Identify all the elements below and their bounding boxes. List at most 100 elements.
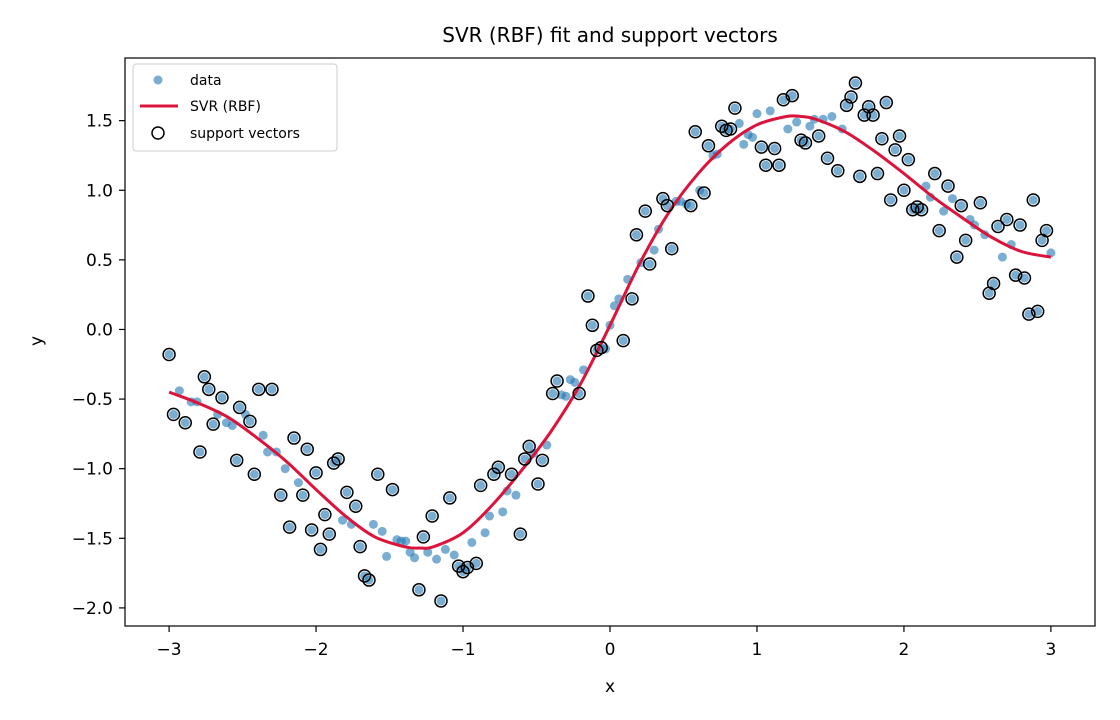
support-vector-25 (331, 452, 345, 466)
data-point-11 (217, 393, 227, 403)
data-point-90 (570, 377, 580, 387)
data-point-59 (432, 554, 442, 564)
data-point-137 (778, 95, 788, 105)
data-point-55 (414, 585, 424, 595)
support-vector-31 (371, 467, 385, 482)
support-vector-1 (166, 407, 181, 422)
data-point-147 (823, 153, 833, 163)
support-vector-21 (313, 542, 328, 557)
support-vector-94 (879, 95, 894, 110)
data-point-133 (761, 160, 771, 170)
data-point-120 (703, 141, 713, 151)
support-vector-30 (362, 573, 376, 587)
data-point-117 (690, 127, 700, 137)
support-vector-20 (309, 466, 323, 480)
support-vector-74 (754, 140, 769, 154)
data-point-24 (276, 490, 286, 500)
data-point-52 (401, 536, 411, 546)
support-vector-114 (1008, 268, 1023, 282)
support-vector-81 (798, 136, 813, 150)
x-axis: −3 −2 −1 0 1 2 3 (157, 626, 1056, 660)
data-point-20 (258, 430, 268, 440)
data-point-56 (418, 532, 428, 542)
data-point-46 (373, 469, 383, 479)
data-point-85 (548, 389, 558, 399)
y-tick-label-5: 0.5 (86, 251, 113, 271)
data-point-38 (338, 515, 348, 525)
support-vector-82 (811, 129, 826, 143)
support-vector-112 (991, 219, 1005, 234)
legend-support-label: support vectors (190, 126, 300, 142)
legend-support-marker (151, 126, 165, 140)
data-point-136 (774, 160, 784, 170)
data-point-34 (320, 510, 330, 520)
support-vector-35 (425, 509, 439, 523)
data-point-26 (285, 522, 295, 532)
data-point-197 (1046, 248, 1056, 258)
support-vector-102 (914, 202, 929, 217)
support-vector-90 (861, 99, 876, 114)
support-vector-107 (954, 198, 969, 213)
data-point-106 (640, 206, 650, 216)
data-point-18 (249, 469, 259, 479)
data-point-69 (476, 480, 486, 490)
support-vector-91 (866, 108, 880, 122)
data-point-15 (235, 402, 245, 412)
legend: data SVR (RBF) support vectors (132, 63, 338, 152)
support-vector-29 (357, 569, 372, 583)
data-point-93 (583, 291, 593, 301)
data-point-27 (289, 433, 299, 443)
support-vector-13 (265, 382, 279, 397)
support-vector-98 (897, 183, 911, 198)
support-vector-63 (656, 191, 670, 206)
data-point-60 (436, 596, 446, 606)
x-tick-label-1: −2 (304, 640, 329, 660)
fit-layer (168, 114, 1052, 550)
x-axis-title: x (605, 677, 615, 697)
data-point-154 (855, 171, 865, 181)
support-vector-41 (469, 556, 484, 571)
y-tick-label-1: −1.5 (72, 529, 113, 549)
support-vector-42 (473, 478, 488, 493)
data-point-30 (302, 444, 312, 454)
data-point-76 (507, 469, 517, 479)
data-point-149 (833, 166, 843, 176)
support-vector-87 (848, 76, 863, 90)
data-point-42 (355, 542, 365, 552)
support-vector-93 (875, 131, 889, 146)
data-point-181 (975, 198, 985, 208)
data-point-178 (961, 235, 971, 245)
data-point-54 (410, 553, 420, 563)
data-point-184 (989, 279, 999, 289)
support-vector-24 (326, 456, 341, 470)
support-vector-113 (1000, 212, 1014, 227)
data-point-68 (471, 558, 481, 568)
data-point-145 (814, 131, 824, 141)
data-point-1 (169, 409, 178, 419)
support-vector-106 (950, 250, 964, 264)
support-vector-76 (767, 141, 782, 156)
support-vector-84 (831, 164, 845, 178)
support-vector-4 (197, 370, 212, 384)
data-point-19 (254, 384, 264, 394)
data-point-82 (533, 479, 543, 489)
support-vector-77 (772, 158, 786, 172)
support-vector-64 (660, 198, 675, 213)
support-vector-6 (206, 417, 220, 431)
data-point-31 (307, 525, 317, 535)
support-vector-9 (232, 400, 247, 415)
data-point-162 (890, 145, 900, 155)
data-point-112 (667, 244, 677, 254)
data-point-116 (686, 201, 696, 211)
legend-data-marker (153, 75, 163, 85)
data-point-17 (245, 416, 255, 426)
support-vector-109 (973, 196, 988, 210)
data-point-104 (631, 230, 641, 240)
support-vector-111 (986, 276, 1001, 291)
support-vector-95 (883, 193, 898, 207)
support-vector-18 (300, 442, 314, 456)
data-point-176 (952, 252, 962, 262)
data-point-63 (449, 550, 459, 560)
data-point-25 (280, 464, 290, 474)
